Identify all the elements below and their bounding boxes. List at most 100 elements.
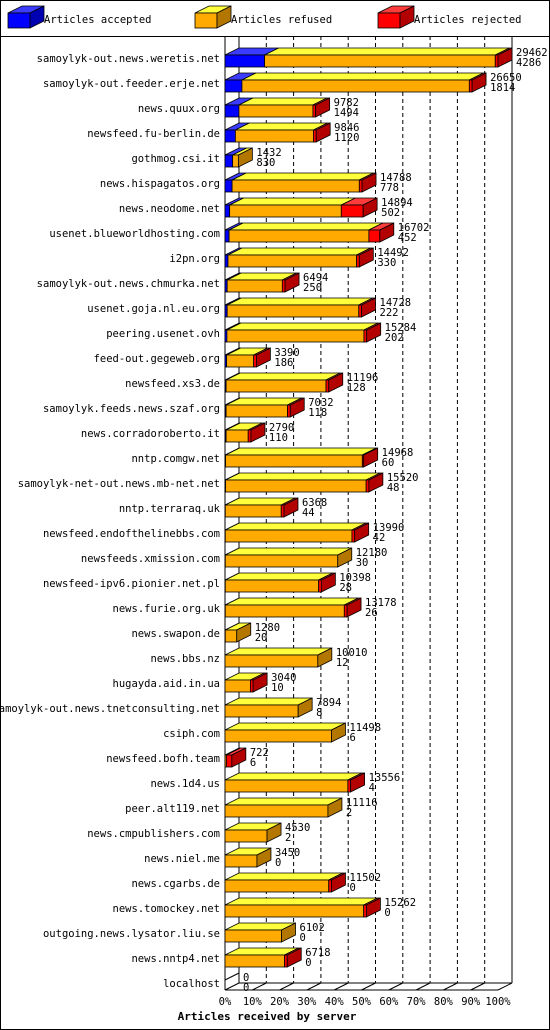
category-label: samoylyk.feeds.news.szaf.org xyxy=(43,403,220,415)
bar-side xyxy=(346,597,362,618)
bar-top xyxy=(227,297,373,306)
bar-front xyxy=(468,79,473,93)
bar-segment xyxy=(224,922,296,943)
legend-swatch xyxy=(194,5,232,29)
bar-front xyxy=(224,804,329,818)
legend-label: Articles rejected xyxy=(414,14,521,26)
bar-front xyxy=(224,629,238,643)
bar-segment xyxy=(247,422,266,443)
category-label: nntp.terraraq.uk xyxy=(119,503,221,515)
offered-label: 11116 xyxy=(346,797,378,809)
category-label: news.cgarbs.de xyxy=(131,878,220,890)
bar-side xyxy=(236,622,252,643)
bar-side xyxy=(320,572,336,593)
bar-segment xyxy=(224,847,272,868)
bar-front xyxy=(7,12,31,29)
category-label: gothmog.csi.it xyxy=(131,153,220,165)
bar-side xyxy=(281,922,296,943)
accepted-label: 830 xyxy=(256,157,275,169)
bar-front xyxy=(231,179,360,193)
legend-swatch xyxy=(7,5,45,29)
bar-segment xyxy=(228,222,384,243)
category-label: newsfeed.bofh.team xyxy=(106,753,220,765)
offered-label: 6102 xyxy=(300,922,325,934)
bar-segment xyxy=(225,447,377,468)
bar-side xyxy=(266,822,282,843)
bar-segment xyxy=(224,772,363,793)
bar-front xyxy=(494,54,499,68)
bar-front xyxy=(224,579,320,593)
bar-side xyxy=(362,197,378,218)
bar-front xyxy=(224,654,319,668)
category-label: samoylyk-out.news.chmurka.net xyxy=(37,278,220,290)
offered-label: 10398 xyxy=(339,572,371,584)
bar-front xyxy=(358,179,363,193)
accepted-label: 4286 xyxy=(516,57,541,69)
bar-segment xyxy=(347,772,365,793)
accepted-label: 0 xyxy=(275,857,281,869)
bar-side xyxy=(216,5,232,29)
bar-front xyxy=(347,779,351,793)
bar-top xyxy=(228,222,384,231)
bar-segment xyxy=(224,572,333,593)
bar-front xyxy=(224,254,229,268)
bar-side xyxy=(256,847,272,868)
x-tick xyxy=(279,982,294,991)
bar-front xyxy=(368,229,381,243)
bar-side xyxy=(331,722,346,743)
bar-segment xyxy=(365,472,384,493)
bar-segment xyxy=(312,97,331,118)
offered-label: 11498 xyxy=(349,722,381,734)
category-label: news.niel.me xyxy=(144,853,220,865)
offered-label: 14788 xyxy=(380,172,412,184)
category-label: samoylyk-out.news.weretis.net xyxy=(37,53,220,65)
accepted-label: 0 xyxy=(305,957,311,969)
category-label: news.bbs.nz xyxy=(150,653,220,665)
offered-label: 2790 xyxy=(269,422,294,434)
bar-top xyxy=(229,197,356,206)
bar-front xyxy=(328,879,332,893)
bar-top xyxy=(225,547,352,556)
bar-front xyxy=(224,829,268,843)
offered-label: 6368 xyxy=(302,497,327,509)
offered-label: 11502 xyxy=(349,872,381,884)
bar-segment xyxy=(280,497,299,518)
accepted-label: 452 xyxy=(398,232,417,244)
bar-segment xyxy=(226,322,379,343)
bar-front xyxy=(225,479,367,493)
bar-segment xyxy=(241,72,484,93)
accepted-label: 778 xyxy=(380,182,399,194)
bar-front xyxy=(224,854,258,868)
bar-side xyxy=(363,447,379,468)
bar-segment xyxy=(224,122,250,143)
category-label: newsfeed.xs3.de xyxy=(125,378,220,390)
bar-side xyxy=(337,547,353,568)
bar-segment xyxy=(224,797,343,818)
bar-top xyxy=(225,522,367,531)
accepted-label: 60 xyxy=(382,457,395,469)
bar-front xyxy=(287,404,291,418)
bar-segment xyxy=(363,322,382,343)
bar-front xyxy=(224,529,353,543)
bar-side xyxy=(331,872,346,893)
x-tick-label: 90% xyxy=(461,996,481,1008)
bar-front xyxy=(224,729,332,743)
bar-front xyxy=(224,954,285,968)
category-label: nntp.comgw.net xyxy=(131,453,220,465)
bar-segment xyxy=(226,272,297,293)
bar-top xyxy=(225,597,359,606)
bar-side xyxy=(358,247,374,268)
bar-front xyxy=(224,904,365,918)
x-tick xyxy=(306,982,322,991)
bar-segment xyxy=(253,347,271,368)
offered-label: 0 xyxy=(243,972,249,984)
offered-label: 1432 xyxy=(256,147,281,159)
bar-side xyxy=(289,397,305,418)
bar-side xyxy=(361,297,376,318)
bar-top xyxy=(225,447,377,456)
offered-label: 3390 xyxy=(274,347,299,359)
bar-segment xyxy=(224,897,378,918)
x-tick xyxy=(443,982,458,991)
bar-segment xyxy=(224,722,346,743)
